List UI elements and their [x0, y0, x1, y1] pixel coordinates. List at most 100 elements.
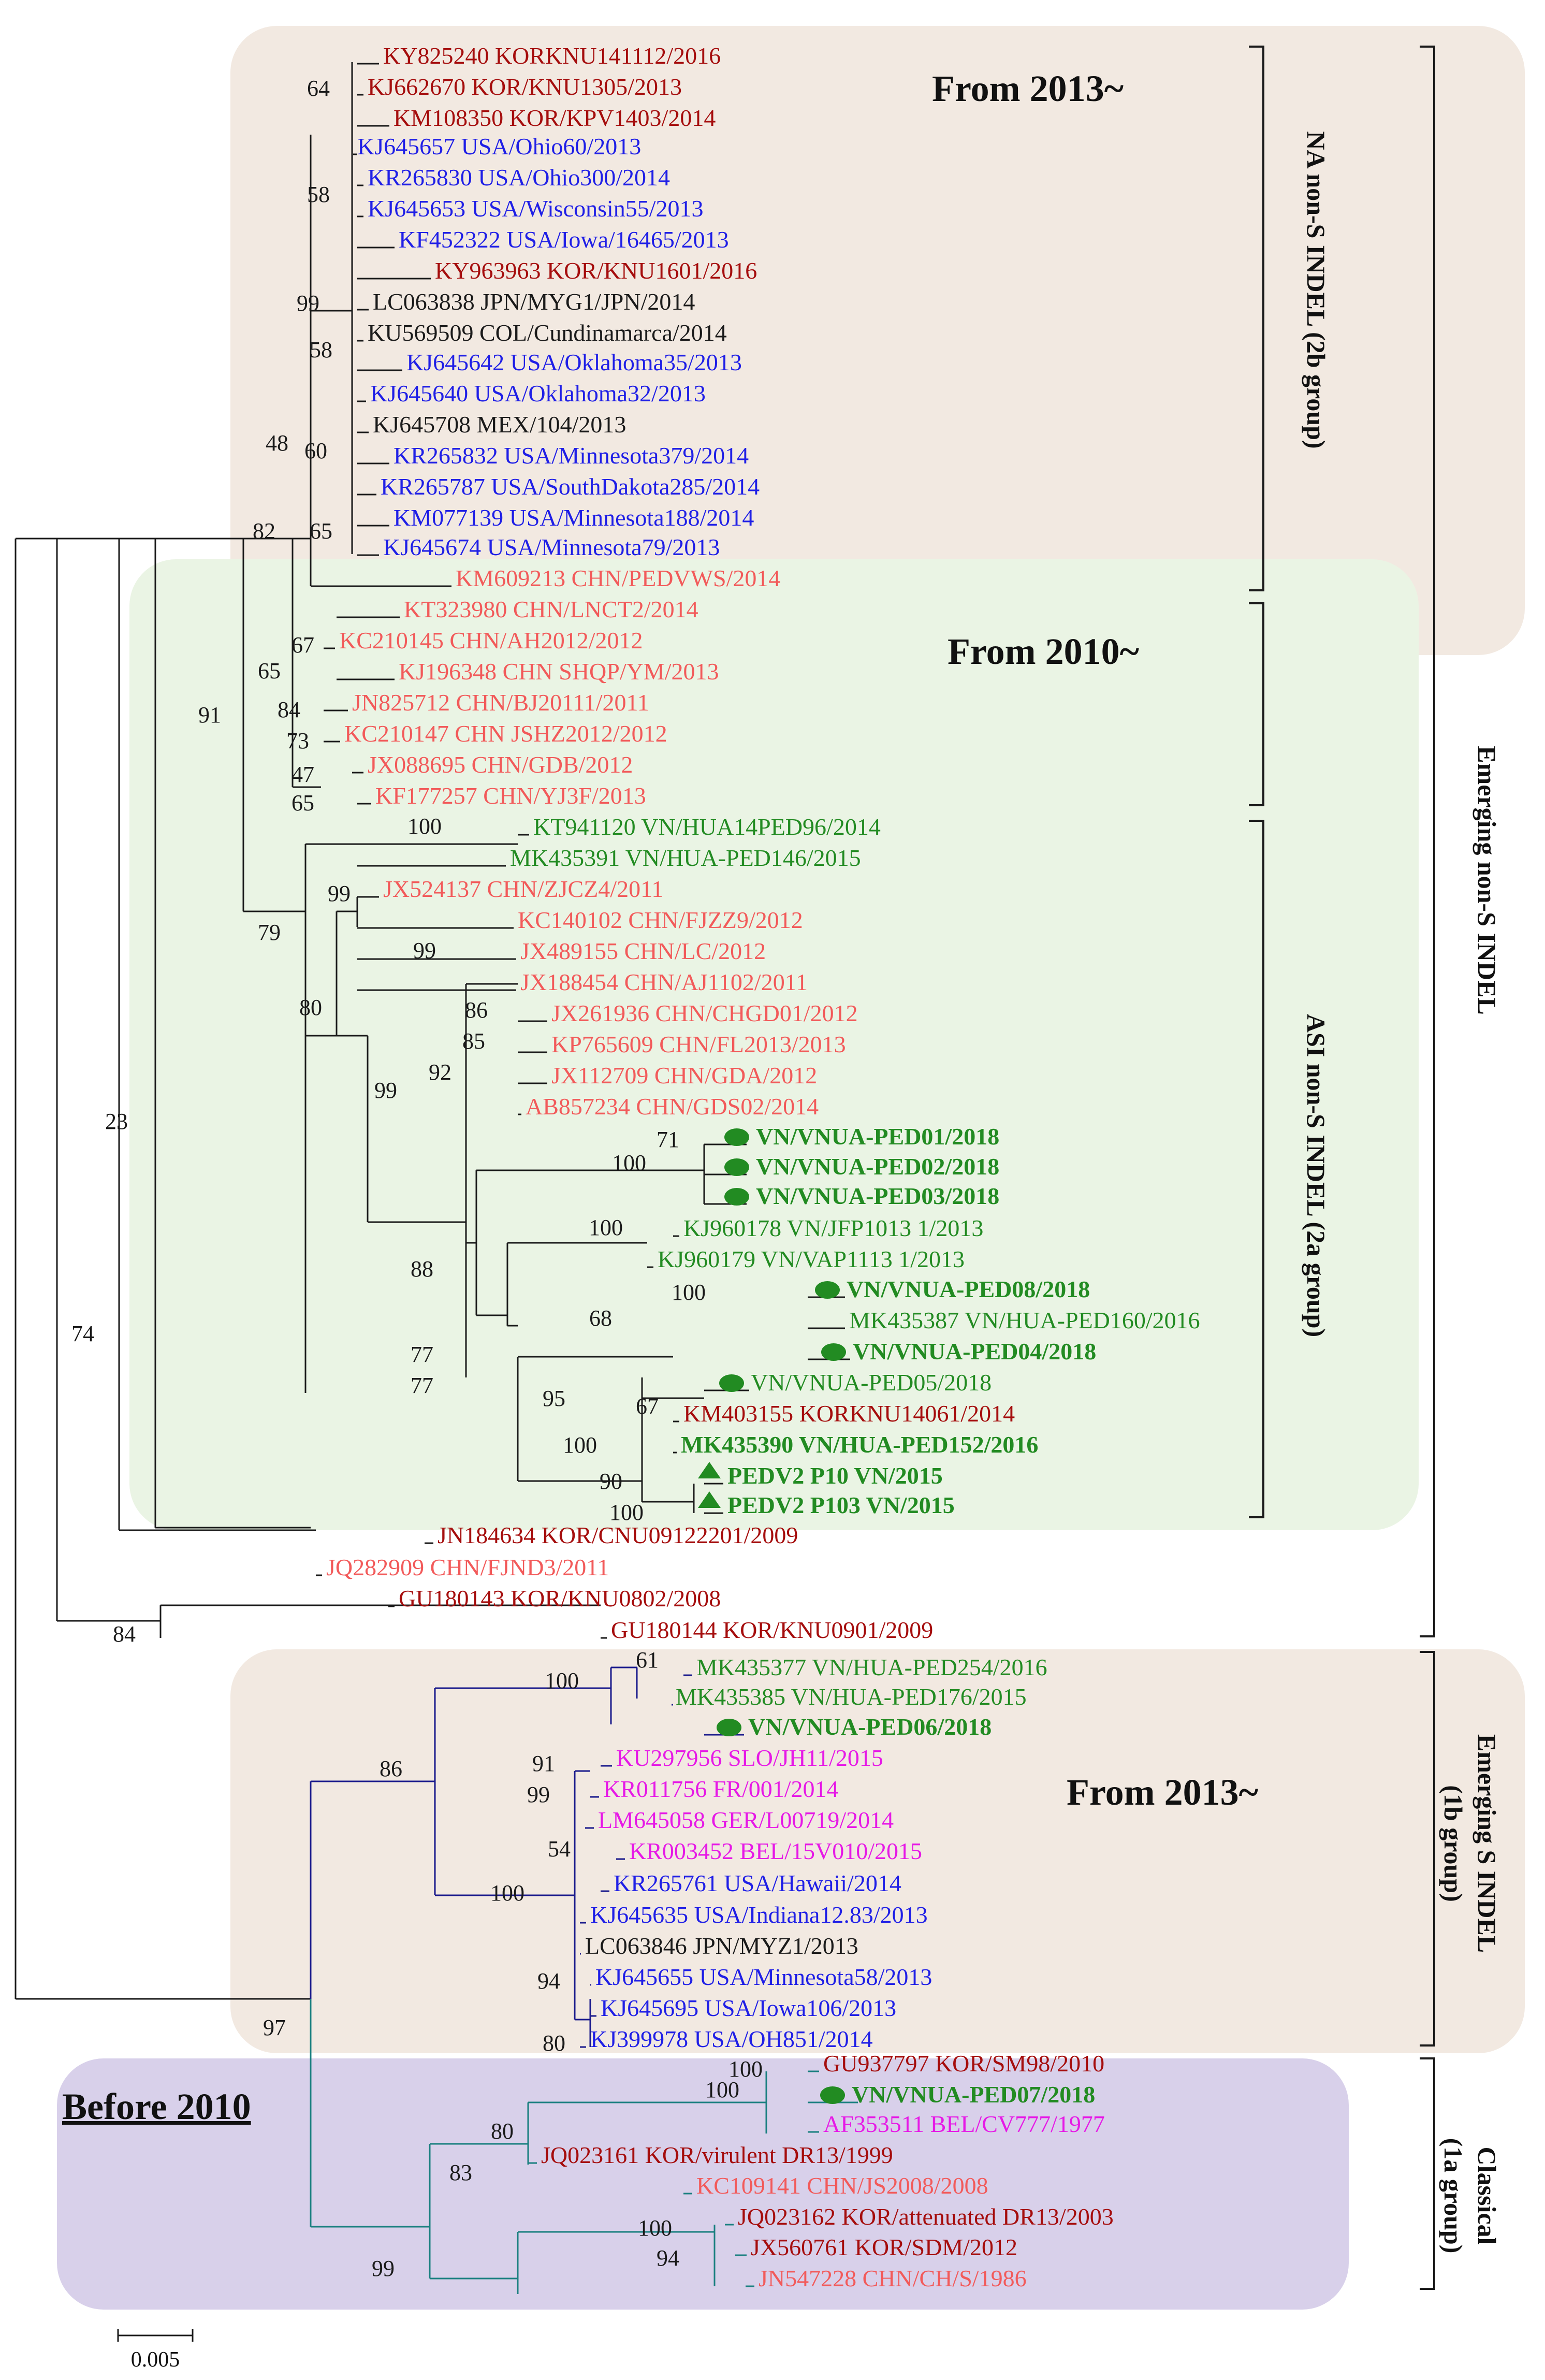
taxon-label: KJ645708 MEX/104/2013: [373, 411, 626, 438]
bootstrap-value: 100: [672, 1280, 706, 1305]
bootstrap-value: 97: [263, 2015, 286, 2040]
taxon-label: KR265832 USA/Minnesota379/2014: [393, 442, 749, 469]
clade-label-emerging-s-indel-group: (1b group): [1439, 1785, 1468, 1902]
taxon-label: JX489155 CHN/LC/2012: [520, 938, 766, 964]
green-dot-marker-icon: [724, 1128, 749, 1146]
period-label-from-2013-s-indel: From 2013~: [1067, 1772, 1258, 1813]
scale-bar-label: 0.005: [131, 2348, 180, 2372]
bootstrap-value: 100: [407, 814, 442, 839]
bootstrap-value: 91: [532, 1751, 555, 1776]
bootstrap-value: 100: [545, 1668, 579, 1693]
clade-label-classical-group: (1a group): [1439, 2138, 1468, 2254]
bootstrap-value: 83: [449, 2160, 472, 2185]
bootstrap-value: 67: [291, 632, 314, 658]
taxon-label: KJ196348 CHN SHQP/YM/2013: [399, 658, 719, 685]
bootstrap-value: 77: [411, 1373, 433, 1398]
taxon-label: KJ645655 USA/Minnesota58/2013: [595, 1964, 932, 1990]
bootstrap-value: 99: [374, 1078, 397, 1103]
taxon-label: GU937797 KOR/SM98/2010: [823, 2050, 1104, 2077]
bootstrap-value: 80: [543, 2030, 565, 2056]
bootstrap-value: 60: [304, 438, 327, 463]
taxon-label: KC140102 CHN/FJZZ9/2012: [518, 907, 803, 933]
taxon-label: VN/VNUA-PED04/2018: [853, 1338, 1096, 1365]
bootstrap-value: 65: [291, 790, 314, 816]
clade-bracket-1: [1249, 46, 1264, 591]
taxon-label: MK435387 VN/HUA-PED160/2016: [849, 1307, 1200, 1333]
taxon-label: KJ645640 USA/Oklahoma32/2013: [370, 380, 706, 407]
taxon-label: KT323980 CHN/LNCT2/2014: [404, 596, 698, 622]
taxon-label: KU569509 COL/Cundinamarca/2014: [368, 320, 727, 346]
bootstrap-value: 61: [636, 1647, 659, 1673]
taxon-label: KR265787 USA/SouthDakota285/2014: [381, 473, 760, 500]
bootstrap-value: 71: [657, 1127, 679, 1152]
green-dot-marker-icon: [820, 2086, 845, 2104]
taxon-label: KJ960178 VN/JFP1013 1/2013: [683, 1215, 983, 1241]
bootstrap-value: 67: [636, 1394, 659, 1419]
bootstrap-value: 54: [548, 1836, 571, 1862]
clade-label-classical: Classical: [1473, 2147, 1502, 2245]
bootstrap-value: 99: [328, 881, 351, 906]
period-label-from-2013-top: From 2013~: [932, 68, 1124, 109]
bootstrap-value: 100: [705, 2077, 739, 2102]
clade-box-s-indel-2013: [230, 1649, 1525, 2053]
taxon-label: LC063838 JPN/MYG1/JPN/2014: [373, 288, 695, 315]
bootstrap-value: 99: [527, 1782, 550, 1807]
taxon-label: AF353511 BEL/CV777/1977: [823, 2111, 1105, 2137]
bootstrap-value: 64: [307, 76, 330, 101]
taxon-label: JX524137 CHN/ZJCZ4/2011: [383, 876, 663, 902]
period-label-from-2010: From 2010~: [948, 631, 1139, 672]
taxon-label: KJ645674 USA/Minnesota79/2013: [383, 534, 720, 560]
taxon-label: VN/VNUA-PED05/2018: [751, 1369, 992, 1396]
bootstrap-value: 82: [253, 518, 275, 544]
taxon-label: KM403155 KORKNU14061/2014: [683, 1400, 1015, 1427]
taxon-label: VN/VNUA-PED08/2018: [847, 1276, 1090, 1302]
taxon-label: JX088695 CHN/GDB/2012: [368, 751, 633, 778]
bootstrap-value: 47: [291, 762, 314, 787]
taxon-label: VN/VNUA-PED07/2018: [852, 2081, 1095, 2108]
taxon-label: MK435391 VN/HUA-PED146/2015: [510, 845, 861, 871]
taxon-label: JN825712 CHN/BJ20111/2011: [352, 689, 649, 716]
taxon-label: MK435385 VN/HUA-PED176/2015: [676, 1684, 1027, 1710]
bootstrap-value: 58: [307, 182, 330, 207]
bootstrap-value: 48: [266, 430, 288, 456]
green-dot-marker-icon: [719, 1374, 744, 1392]
taxon-label: GU180144 KOR/KNU0901/2009: [611, 1617, 933, 1643]
taxon-label: VN/VNUA-PED03/2018: [756, 1183, 999, 1209]
bootstrap-value: 86: [465, 997, 488, 1023]
green-dot-marker-icon: [821, 1343, 846, 1361]
bootstrap-value: 100: [638, 2215, 672, 2241]
taxon-label: KF452322 USA/Iowa/16465/2013: [399, 226, 729, 253]
clade-bracket-2: [1249, 602, 1264, 806]
green-dot-marker-icon: [717, 1719, 741, 1736]
taxon-label: LM645058 GER/L00719/2014: [598, 1807, 894, 1833]
taxon-label: KJ645653 USA/Wisconsin55/2013: [368, 195, 704, 222]
bootstrap-value: 100: [563, 1432, 597, 1458]
bootstrap-value: 100: [609, 1500, 644, 1525]
taxon-label: KC210145 CHN/AH2012/2012: [339, 627, 643, 654]
taxon-label: KT941120 VN/HUA14PED96/2014: [533, 814, 881, 840]
taxon-label: KP765609 CHN/FL2013/2013: [551, 1031, 846, 1057]
bootstrap-value: 86: [380, 1756, 402, 1781]
clade-bracket-3: [1249, 820, 1264, 1518]
taxon-label: KU297956 SLO/JH11/2015: [616, 1745, 883, 1771]
taxon-label: KC109141 CHN/JS2008/2008: [696, 2172, 988, 2199]
taxon-label: VN/VNUA-PED06/2018: [748, 1714, 992, 1740]
bootstrap-value: 85: [462, 1028, 485, 1054]
clade-bracket-5: [1420, 1651, 1435, 2047]
period-label-before-2010: Before 2010: [62, 2086, 251, 2127]
bootstrap-value: 80: [491, 2118, 514, 2144]
clade-box-asi-2010: [129, 559, 1419, 1530]
taxon-label: JX112709 CHN/GDA/2012: [551, 1062, 817, 1089]
taxon-label: JN547228 CHN/CH/S/1986: [759, 2265, 1027, 2291]
taxon-label: LC063846 JPN/MYZ1/2013: [585, 1933, 858, 1959]
bootstrap-value: 84: [113, 1621, 136, 1647]
taxon-label: KM108350 KOR/KPV1403/2014: [393, 105, 716, 131]
bootstrap-value: 65: [310, 518, 332, 544]
taxon-label: KJ960179 VN/VAP1113 1/2013: [658, 1246, 965, 1272]
clade-bracket-6: [1420, 2057, 1435, 2290]
bootstrap-value: 58: [310, 337, 332, 362]
green-dot-marker-icon: [724, 1188, 749, 1206]
taxon-label: KR011756 FR/001/2014: [603, 1776, 839, 1802]
clade-bracket-4: [1420, 46, 1435, 1637]
